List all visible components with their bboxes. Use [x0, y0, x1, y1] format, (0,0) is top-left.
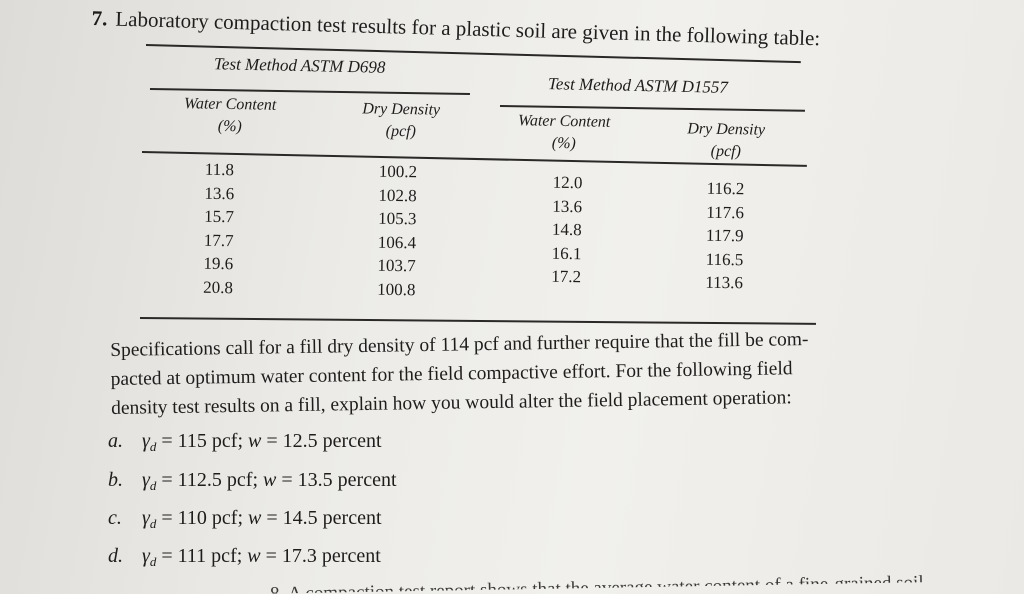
table-cell: 17.7 — [203, 230, 234, 250]
d1557-water-column: 12.0 13.6 14.8 16.1 17.2 — [551, 171, 582, 289]
table-bottom-rule — [139, 317, 816, 325]
gamma-symbol: γ — [142, 469, 150, 491]
table-cell: 16.1 — [551, 243, 582, 263]
item-a: a. γd = 115 pcf; w = 12.5 percent — [108, 430, 382, 455]
gamma-subscript: d — [149, 516, 157, 531]
table-cell: 14.8 — [551, 219, 582, 240]
item-text: = 111 pcf; — [156, 545, 248, 567]
gamma-symbol: γ — [142, 507, 150, 529]
table-cell: 20.8 — [203, 277, 234, 297]
d1557-density-column: 116.2 117.6 117.9 116.5 113.6 — [705, 177, 744, 295]
table-cell: 13.6 — [552, 196, 583, 216]
item-label: c. — [108, 507, 122, 529]
table-cell: 117.9 — [705, 225, 744, 246]
table-cell: 105.3 — [378, 208, 417, 229]
table-cell: 12.0 — [552, 172, 583, 193]
problem-statement: Laboratory compaction test results for a… — [115, 6, 821, 51]
col-header-d1557-water: Water Content (%) — [517, 112, 611, 153]
w-symbol: w — [248, 430, 262, 452]
gamma-subscript: d — [149, 439, 157, 454]
table-cell: 13.6 — [204, 183, 235, 203]
item-text: = 110 pcf; — [156, 507, 249, 529]
problem-number: 7. — [91, 6, 108, 31]
table-cell: 116.5 — [705, 249, 744, 269]
table-cell: 15.7 — [204, 206, 235, 227]
table-cell: 100.2 — [378, 161, 418, 182]
item-c: c. γd = 110 pcf; w = 14.5 percent — [108, 507, 382, 532]
col-header-d698-density: Dry Density (pcf) — [362, 100, 441, 141]
w-symbol: w — [248, 507, 262, 529]
item-label: a. — [108, 430, 123, 452]
table-cell: 102.8 — [378, 185, 417, 205]
item-label: d. — [108, 545, 123, 567]
item-text: = 112.5 pcf; — [156, 469, 264, 491]
specification-paragraph: Specifications call for a fill dry densi… — [110, 322, 971, 422]
gamma-subscript: d — [149, 478, 157, 493]
item-text: = 115 pcf; — [156, 430, 249, 452]
table-cell: 106.4 — [377, 232, 417, 252]
method-d1557-header: Test Method ASTM D1557 — [547, 74, 729, 97]
table-cell: 19.6 — [203, 253, 234, 274]
gamma-symbol: γ — [142, 545, 150, 567]
table-cell: 117.6 — [706, 202, 745, 222]
cutoff-next-problem-line: 8. A compaction test report shows that t… — [269, 572, 924, 594]
d698-water-column: 11.8 13.6 15.7 17.7 19.6 20.8 — [203, 158, 235, 299]
col-header-d1557-density: Dry Density (pcf) — [687, 120, 766, 161]
gamma-subscript: d — [149, 554, 157, 569]
item-text: = 14.5 percent — [261, 507, 382, 529]
table-cell: 100.8 — [377, 279, 416, 299]
item-label: b. — [108, 469, 123, 491]
item-text: = 13.5 percent — [276, 469, 397, 491]
w-symbol: w — [263, 469, 277, 491]
d698-density-column: 100.2 102.8 105.3 106.4 103.7 100.8 — [377, 160, 417, 302]
table-cell: 113.6 — [705, 272, 744, 293]
table-cell: 103.7 — [377, 255, 416, 276]
table-cell: 11.8 — [204, 159, 235, 180]
table-cell: 17.2 — [551, 266, 582, 287]
item-b: b. γd = 112.5 pcf; w = 13.5 percent — [108, 469, 397, 494]
gamma-symbol: γ — [142, 430, 150, 452]
method-d698-header: Test Method ASTM D698 — [213, 54, 386, 77]
col-header-d698-water: Water Content (%) — [183, 95, 277, 136]
w-symbol: w — [247, 545, 261, 567]
table-cell: 116.2 — [706, 178, 745, 199]
item-d: d. γd = 111 pcf; w = 17.3 percent — [108, 545, 381, 570]
item-text: = 17.3 percent — [260, 545, 381, 567]
item-text: = 12.5 percent — [261, 430, 382, 452]
